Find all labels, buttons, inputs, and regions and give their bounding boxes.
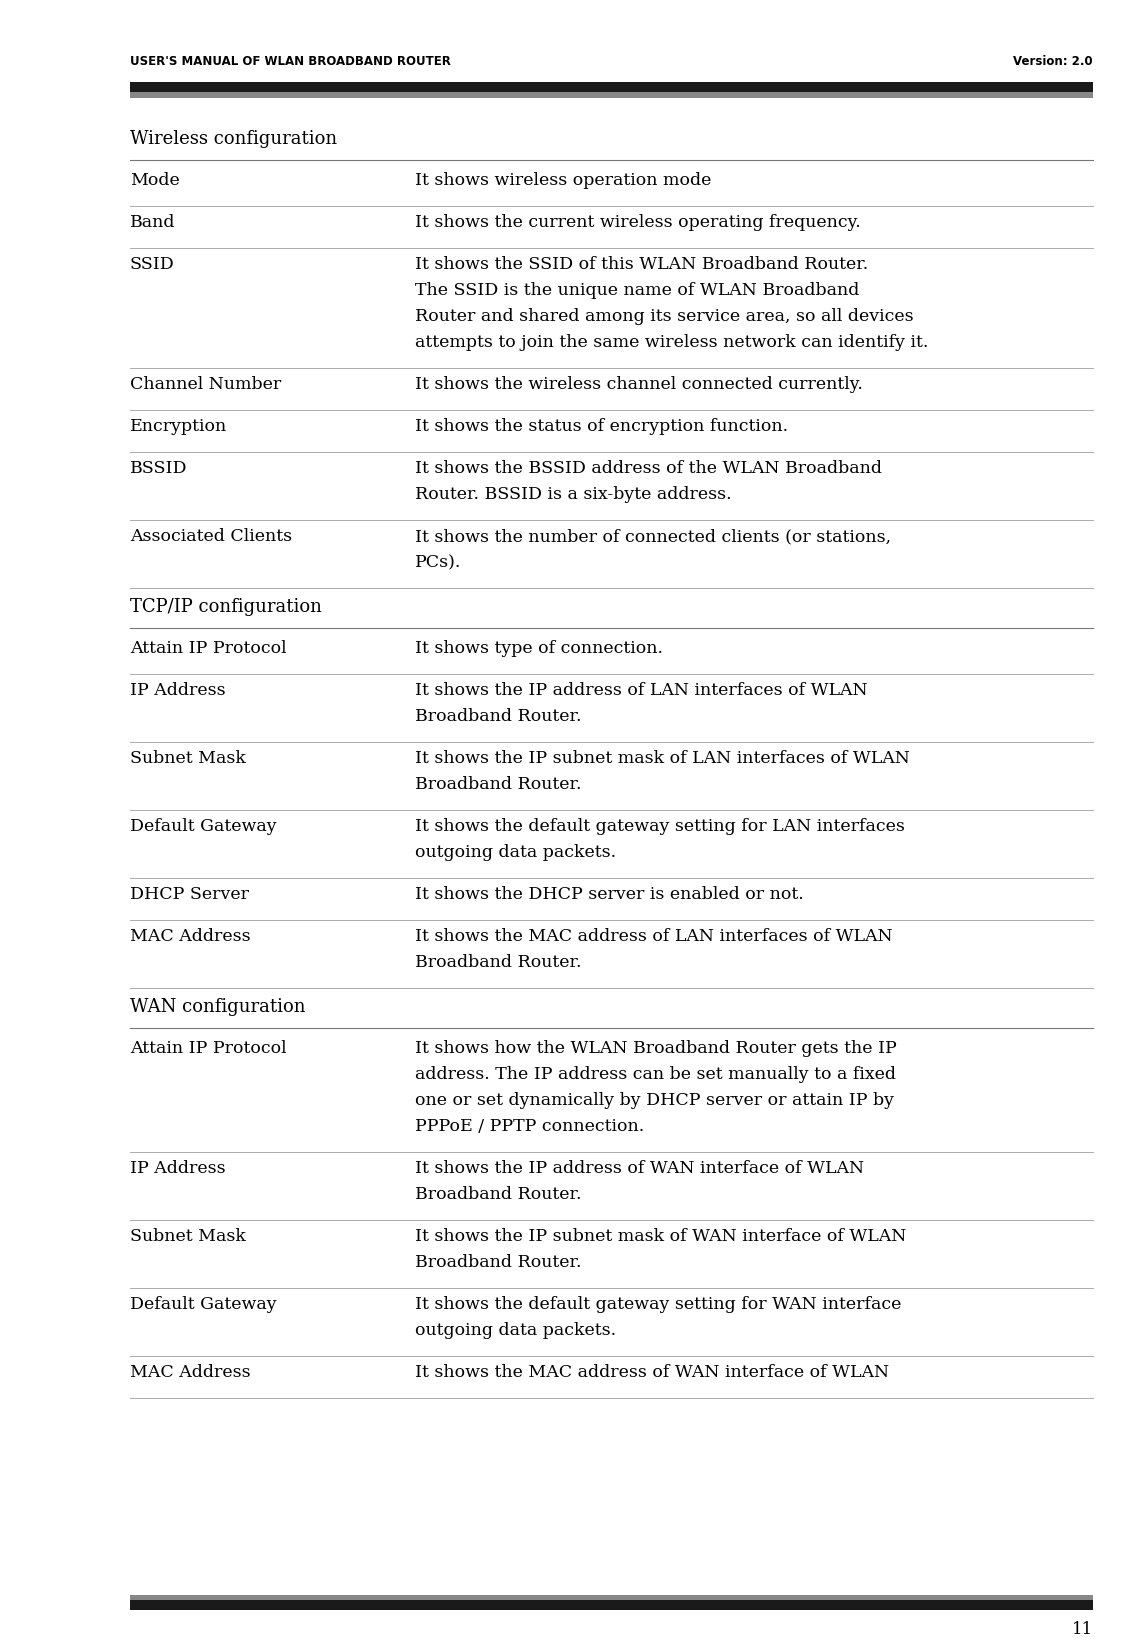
Text: It shows the SSID of this WLAN Broadband Router.: It shows the SSID of this WLAN Broadband… bbox=[415, 256, 868, 273]
Text: one or set dynamically by DHCP server or attain IP by: one or set dynamically by DHCP server or… bbox=[415, 1092, 894, 1108]
Text: It shows wireless operation mode: It shows wireless operation mode bbox=[415, 172, 711, 188]
Text: PCs).: PCs). bbox=[415, 553, 461, 572]
Text: Subnet Mask: Subnet Mask bbox=[130, 750, 246, 767]
Text: Band: Band bbox=[130, 215, 175, 231]
Text: It shows the number of connected clients (or stations,: It shows the number of connected clients… bbox=[415, 529, 891, 545]
Text: attempts to join the same wireless network can identify it.: attempts to join the same wireless netwo… bbox=[415, 334, 929, 350]
Text: Attain IP Protocol: Attain IP Protocol bbox=[130, 1041, 287, 1057]
Text: Default Gateway: Default Gateway bbox=[130, 818, 277, 834]
Text: outgoing data packets.: outgoing data packets. bbox=[415, 844, 616, 861]
Bar bbox=[130, 1594, 1092, 1601]
Text: Broadband Router.: Broadband Router. bbox=[415, 1254, 582, 1270]
Text: It shows the wireless channel connected currently.: It shows the wireless channel connected … bbox=[415, 377, 863, 393]
Text: Encryption: Encryption bbox=[130, 418, 228, 434]
Text: It shows the IP address of WAN interface of WLAN: It shows the IP address of WAN interface… bbox=[415, 1160, 864, 1176]
Text: It shows the DHCP server is enabled or not.: It shows the DHCP server is enabled or n… bbox=[415, 885, 803, 904]
Text: Channel Number: Channel Number bbox=[130, 377, 281, 393]
Text: It shows type of connection.: It shows type of connection. bbox=[415, 639, 663, 657]
Text: IP Address: IP Address bbox=[130, 1160, 225, 1176]
Text: Associated Clients: Associated Clients bbox=[130, 529, 292, 545]
Text: TCP/IP configuration: TCP/IP configuration bbox=[130, 598, 322, 616]
Text: BSSID: BSSID bbox=[130, 459, 188, 477]
Text: WAN configuration: WAN configuration bbox=[130, 998, 305, 1016]
Text: Default Gateway: Default Gateway bbox=[130, 1297, 277, 1313]
Text: Attain IP Protocol: Attain IP Protocol bbox=[130, 639, 287, 657]
Text: Wireless configuration: Wireless configuration bbox=[130, 131, 337, 149]
Text: IP Address: IP Address bbox=[130, 682, 225, 699]
Text: Broadband Router.: Broadband Router. bbox=[415, 1186, 582, 1203]
Text: The SSID is the unique name of WLAN Broadband: The SSID is the unique name of WLAN Broa… bbox=[415, 282, 859, 299]
Text: Mode: Mode bbox=[130, 172, 180, 188]
Text: It shows the current wireless operating frequency.: It shows the current wireless operating … bbox=[415, 215, 860, 231]
Text: SSID: SSID bbox=[130, 256, 175, 273]
Text: Broadband Router.: Broadband Router. bbox=[415, 709, 582, 725]
Text: It shows the BSSID address of the WLAN Broadband: It shows the BSSID address of the WLAN B… bbox=[415, 459, 882, 477]
Text: Router. BSSID is a six-byte address.: Router. BSSID is a six-byte address. bbox=[415, 486, 732, 502]
Text: It shows the MAC address of LAN interfaces of WLAN: It shows the MAC address of LAN interfac… bbox=[415, 928, 892, 945]
Text: DHCP Server: DHCP Server bbox=[130, 885, 249, 904]
Text: USER'S MANUAL OF WLAN BROADBAND ROUTER: USER'S MANUAL OF WLAN BROADBAND ROUTER bbox=[130, 55, 451, 68]
Text: MAC Address: MAC Address bbox=[130, 1365, 250, 1381]
Text: address. The IP address can be set manually to a fixed: address. The IP address can be set manua… bbox=[415, 1066, 896, 1084]
Text: PPPoE / PPTP connection.: PPPoE / PPTP connection. bbox=[415, 1118, 644, 1135]
Text: outgoing data packets.: outgoing data packets. bbox=[415, 1322, 616, 1340]
Text: It shows the status of encryption function.: It shows the status of encryption functi… bbox=[415, 418, 789, 434]
Bar bbox=[130, 1601, 1092, 1611]
Text: Router and shared among its service area, so all devices: Router and shared among its service area… bbox=[415, 307, 914, 325]
Text: MAC Address: MAC Address bbox=[130, 928, 250, 945]
Bar bbox=[130, 83, 1092, 93]
Text: It shows the IP address of LAN interfaces of WLAN: It shows the IP address of LAN interface… bbox=[415, 682, 867, 699]
Text: Version: 2.0: Version: 2.0 bbox=[1013, 55, 1092, 68]
Text: It shows the IP subnet mask of WAN interface of WLAN: It shows the IP subnet mask of WAN inter… bbox=[415, 1227, 906, 1246]
Text: Broadband Router.: Broadband Router. bbox=[415, 776, 582, 793]
Text: 11: 11 bbox=[1072, 1621, 1092, 1639]
Text: It shows how the WLAN Broadband Router gets the IP: It shows how the WLAN Broadband Router g… bbox=[415, 1041, 897, 1057]
Text: It shows the IP subnet mask of LAN interfaces of WLAN: It shows the IP subnet mask of LAN inter… bbox=[415, 750, 910, 767]
Text: It shows the default gateway setting for LAN interfaces: It shows the default gateway setting for… bbox=[415, 818, 905, 834]
Text: It shows the default gateway setting for WAN interface: It shows the default gateway setting for… bbox=[415, 1297, 901, 1313]
Text: Subnet Mask: Subnet Mask bbox=[130, 1227, 246, 1246]
Text: Broadband Router.: Broadband Router. bbox=[415, 953, 582, 971]
Bar bbox=[130, 93, 1092, 97]
Text: It shows the MAC address of WAN interface of WLAN: It shows the MAC address of WAN interfac… bbox=[415, 1365, 889, 1381]
